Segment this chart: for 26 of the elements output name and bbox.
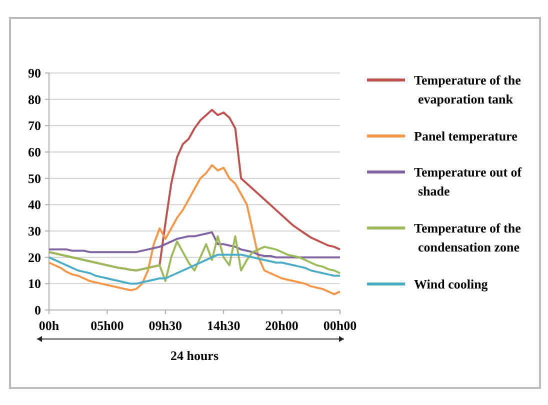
y-tick-label: 20 <box>28 250 41 265</box>
y-tick-label: 30 <box>28 224 41 239</box>
y-tick-label: 40 <box>28 197 41 212</box>
y-tick-label: 10 <box>28 276 41 292</box>
line-series <box>48 164 341 296</box>
line-series <box>48 254 341 285</box>
legend-label: Temperature out of shade <box>414 164 522 199</box>
x-tick-label: 09h30 <box>148 318 182 333</box>
legend-label: Temperature of the evaporation tank <box>414 72 522 107</box>
legend-label: Wind cooling <box>414 276 488 292</box>
x-axis-title: 24 hours <box>170 348 219 363</box>
legend-label: Panel temperature <box>414 128 518 144</box>
y-tick-label: 70 <box>28 118 41 134</box>
x-tick-label: 00h00 <box>323 318 357 333</box>
x-tick-label: 14h30 <box>206 318 240 333</box>
y-tick-label: 50 <box>28 170 41 186</box>
y-tick-label: 90 <box>28 66 41 81</box>
legend-label: Temperature of the condensation zone <box>414 220 522 255</box>
y-tick-label: 60 <box>28 144 41 160</box>
line-series <box>48 235 341 282</box>
x-tick-label: 00h <box>38 318 60 333</box>
line-series <box>48 231 341 258</box>
y-tick-label: 0 <box>34 302 41 318</box>
x-tick-label: 20h00 <box>265 318 298 333</box>
x-tick-label: 05h00 <box>90 318 124 333</box>
y-tick-label: 80 <box>28 92 41 107</box>
